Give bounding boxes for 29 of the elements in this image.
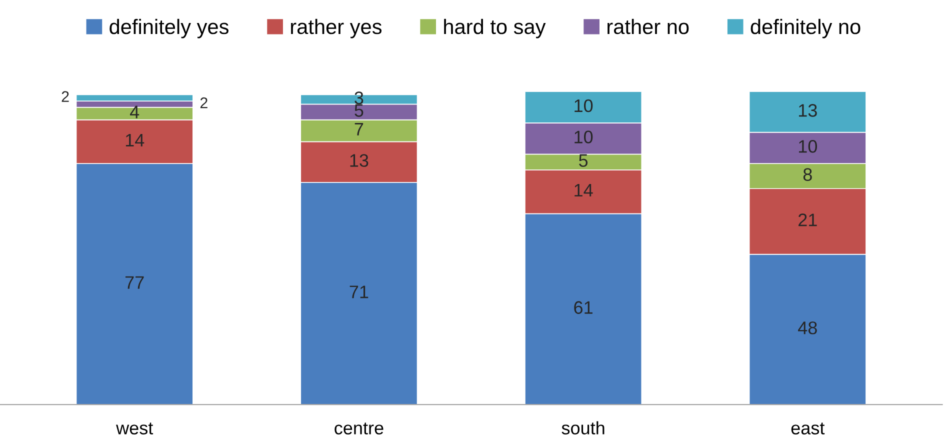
data-label: 14 [574, 184, 593, 196]
data-label: 5 [354, 104, 364, 117]
data-label: 71 [350, 286, 368, 298]
legend-label: definitely yes [110, 18, 228, 38]
x-tick-label: centre [334, 422, 384, 434]
x-tick-label: west [116, 422, 154, 434]
legend-label: hard to say [444, 18, 546, 38]
x-tick-label: south [562, 421, 604, 434]
data-label: 10 [574, 130, 593, 144]
data-label: 8 [803, 168, 812, 181]
data-label: 2 [62, 91, 69, 102]
data-label: 61 [574, 301, 592, 314]
legend-label: rather yes [291, 18, 382, 38]
data-label: 48 [798, 322, 817, 334]
data-label: 4 [130, 106, 140, 118]
data-label: 5 [579, 154, 588, 167]
data-label: 77 [125, 276, 144, 289]
data-label: 10 [798, 140, 817, 153]
x-tick-label: east [791, 422, 825, 434]
data-label: 14 [126, 134, 144, 146]
data-label: 13 [798, 104, 817, 117]
data-label: 2 [200, 97, 208, 108]
data-label: 7 [354, 122, 364, 136]
legend-label: rather no [608, 18, 689, 34]
data-label: 3 [354, 92, 364, 104]
data-label: 21 [798, 214, 817, 226]
data-label: 13 [350, 154, 368, 167]
legend-label: definitely no [750, 18, 860, 38]
data-label: 10 [574, 99, 593, 112]
